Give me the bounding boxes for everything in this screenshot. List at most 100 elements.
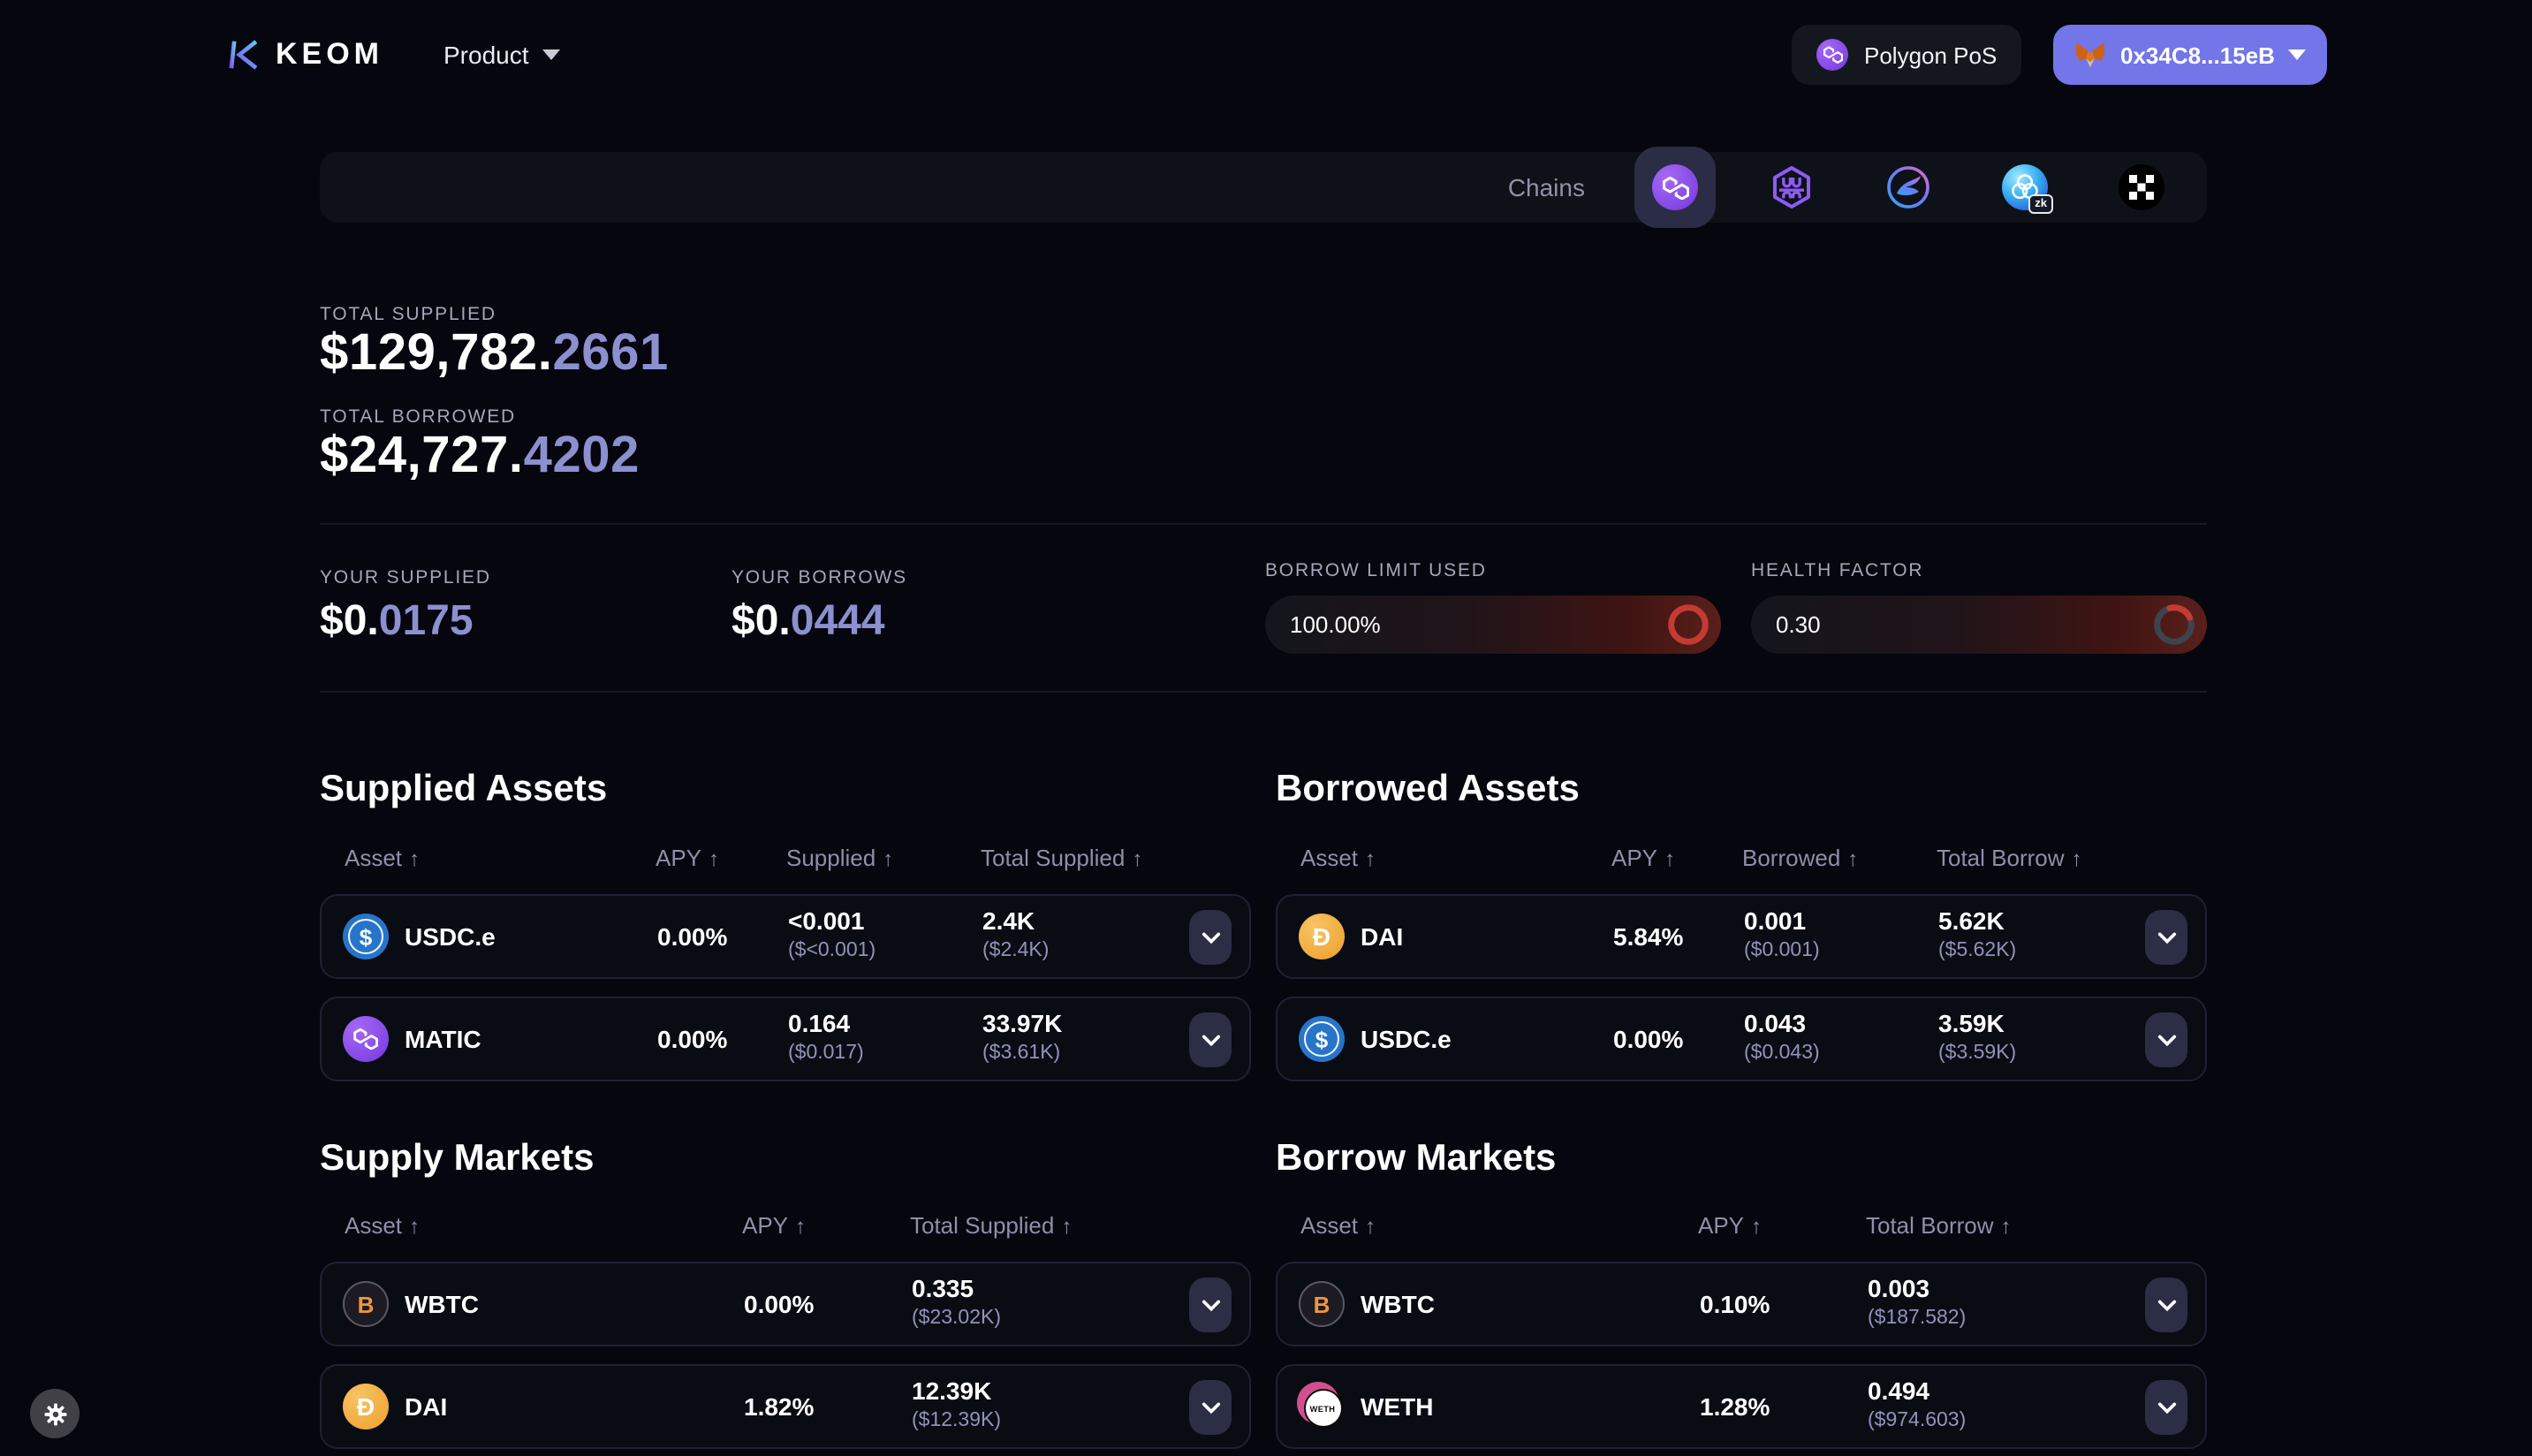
total-borrow-value: 5.62K ($5.62K)	[1938, 906, 2017, 961]
sort-asc-icon: ↑	[883, 846, 894, 871]
zk-badge: zk	[2028, 194, 2053, 214]
col-asset[interactable]: Asset ↑	[345, 845, 421, 871]
sort-asc-icon: ↑	[409, 1214, 421, 1239]
apy-value: 1.82%	[744, 1392, 815, 1421]
apy-value: 0.10%	[1700, 1290, 1770, 1318]
table-row[interactable]: MATIC 0.00% 0.164 ($0.017) 33.97K ($3.61…	[320, 997, 1251, 1081]
col-total-borrow[interactable]: Total Borrow ↑	[1866, 1212, 2012, 1239]
wbtc-icon: B	[343, 1281, 389, 1327]
product-menu[interactable]: Product	[443, 0, 561, 110]
x-layer-chain-icon	[2119, 164, 2164, 210]
your-borrows-value: $0.0444	[732, 597, 907, 647]
table-row[interactable]: $ USDC.e 0.00% 0.043 ($0.043) 3.59K ($3.…	[1276, 997, 2207, 1081]
table-row[interactable]: B WBTC 0.00% 0.335 ($23.02K)	[320, 1262, 1251, 1346]
table-row[interactable]: Ð DAI 5.84% 0.001 ($0.001) 5.62K ($5.62K…	[1276, 894, 2207, 979]
total-supplied-value: 33.97K ($3.61K)	[982, 1009, 1063, 1064]
expand-row-button[interactable]	[1189, 1380, 1232, 1435]
col-apy[interactable]: APY ↑	[1698, 1212, 1763, 1239]
keom-logo-icon	[229, 40, 258, 70]
chain-polygon-pos[interactable]	[1634, 147, 1716, 228]
sort-asc-icon: ↑	[795, 1214, 807, 1239]
your-borrows-label: YOUR BORROWS	[732, 567, 907, 588]
col-apy[interactable]: APY ↑	[656, 845, 720, 871]
chevron-down-icon	[1201, 1299, 1220, 1311]
chain-manta[interactable]	[1868, 147, 1949, 228]
expand-row-button[interactable]	[2145, 1278, 2187, 1332]
total-borrowed-value: $24,727.4202	[320, 428, 640, 484]
expand-row-button[interactable]	[2145, 910, 2187, 965]
col-asset[interactable]: Asset ↑	[1300, 845, 1376, 871]
borrow-markets-title: Borrow Markets	[1276, 1138, 1557, 1179]
total-borrowed-block: TOTAL BORROWED $24,727.4202	[320, 406, 640, 484]
col-total-supplied[interactable]: Total Supplied ↑	[910, 1212, 1073, 1239]
expand-row-button[interactable]	[1189, 910, 1232, 965]
col-total-supplied[interactable]: Total Supplied ↑	[981, 845, 1143, 871]
total-supplied-value: 0.335 ($23.02K)	[912, 1274, 1002, 1329]
asset-name: USDC.e	[1361, 1025, 1452, 1053]
table-row[interactable]: $ USDC.e 0.00% <0.001 ($<0.001) 2.4K ($2…	[320, 894, 1251, 979]
keom-logo[interactable]: KEOM	[226, 0, 383, 110]
your-supplied-whole: $0.	[320, 597, 379, 645]
col-apy[interactable]: APY ↑	[1611, 845, 1676, 871]
apy-value: 0.00%	[657, 922, 728, 951]
manta-chain-icon	[1887, 166, 1929, 209]
chevron-down-icon	[2157, 1299, 2176, 1311]
asset-cell: B WBTC	[343, 1263, 479, 1345]
sort-asc-icon: ↑	[1365, 846, 1376, 871]
settings-button[interactable]	[30, 1389, 80, 1438]
usdc-icon: $	[1299, 1016, 1345, 1062]
total-borrowed-label: TOTAL BORROWED	[320, 406, 516, 428]
wallet-button[interactable]: 0x34C8...15eB	[2053, 25, 2328, 85]
divider	[320, 523, 2207, 525]
total-supplied-label: TOTAL SUPPLIED	[320, 304, 497, 325]
total-supplied-value: $129,782.2661	[320, 325, 669, 382]
borrow-limit-ring-icon	[1668, 604, 1709, 645]
your-supplied-label: YOUR SUPPLIED	[320, 567, 491, 588]
supplied-value: <0.001 ($<0.001)	[788, 906, 876, 961]
your-borrows-whole: $0.	[732, 597, 791, 645]
apy-value: 0.00%	[744, 1290, 815, 1318]
table-row[interactable]: WETH WETH 1.28% 0.494 ($974.603)	[1276, 1364, 2207, 1449]
chain-hexagon[interactable]	[1751, 147, 1832, 228]
chain-astar-zkevm[interactable]: zk	[1984, 147, 2066, 228]
table-row[interactable]: Ð DAI 1.82% 12.39K ($12.39K)	[320, 1364, 1251, 1449]
col-total-borrow[interactable]: Total Borrow ↑	[1937, 845, 2082, 871]
apy-value: 1.28%	[1700, 1392, 1770, 1421]
asset-name: MATIC	[405, 1025, 481, 1053]
chain-x-layer[interactable]	[2101, 147, 2182, 228]
col-apy[interactable]: APY ↑	[742, 1212, 807, 1239]
health-factor-label: HEALTH FACTOR	[1751, 560, 1924, 581]
asset-name: DAI	[1361, 922, 1404, 951]
hexagon-chain-icon	[1773, 166, 1810, 209]
asset-cell: $ USDC.e	[1299, 998, 1452, 1080]
chevron-down-icon	[2288, 49, 2307, 60]
total-borrow-value: 0.003 ($187.582)	[1868, 1274, 1967, 1329]
supplied-assets-title: Supplied Assets	[320, 769, 608, 809]
asset-cell: WETH WETH	[1297, 1366, 1433, 1447]
table-row[interactable]: B WBTC 0.10% 0.003 ($187.582)	[1276, 1262, 2207, 1346]
borrow-limit-value: 100.00%	[1290, 611, 1381, 638]
network-button[interactable]: Polygon PoS	[1792, 25, 2022, 85]
total-supplied-block: TOTAL SUPPLIED $129,782.2661	[320, 304, 669, 382]
sort-asc-icon: ↑	[1132, 846, 1143, 871]
total-supplied-value: 12.39K ($12.39K)	[912, 1376, 1002, 1431]
expand-row-button[interactable]	[1189, 1278, 1232, 1332]
expand-row-button[interactable]	[1189, 1012, 1232, 1067]
expand-row-button[interactable]	[2145, 1012, 2187, 1067]
col-borrowed[interactable]: Borrowed ↑	[1742, 845, 1859, 871]
usdc-icon: $	[343, 914, 389, 959]
asset-name: DAI	[405, 1392, 448, 1421]
borrowed-value: 0.001 ($0.001)	[1744, 906, 1820, 961]
health-factor-value: 0.30	[1776, 611, 1821, 638]
chains-label: Chains	[1507, 173, 1585, 201]
col-supplied[interactable]: Supplied ↑	[786, 845, 894, 871]
col-asset[interactable]: Asset ↑	[345, 1212, 421, 1239]
asset-name: WBTC	[1361, 1290, 1435, 1318]
col-asset[interactable]: Asset ↑	[1300, 1212, 1376, 1239]
expand-row-button[interactable]	[2145, 1380, 2187, 1435]
sort-asc-icon: ↑	[409, 846, 421, 871]
apy-value: 0.00%	[1613, 1025, 1684, 1053]
supply-markets-header: Asset ↑ APY ↑ Total Supplied ↑	[320, 1212, 1251, 1240]
total-supplied-whole: $129,782.	[320, 325, 553, 382]
